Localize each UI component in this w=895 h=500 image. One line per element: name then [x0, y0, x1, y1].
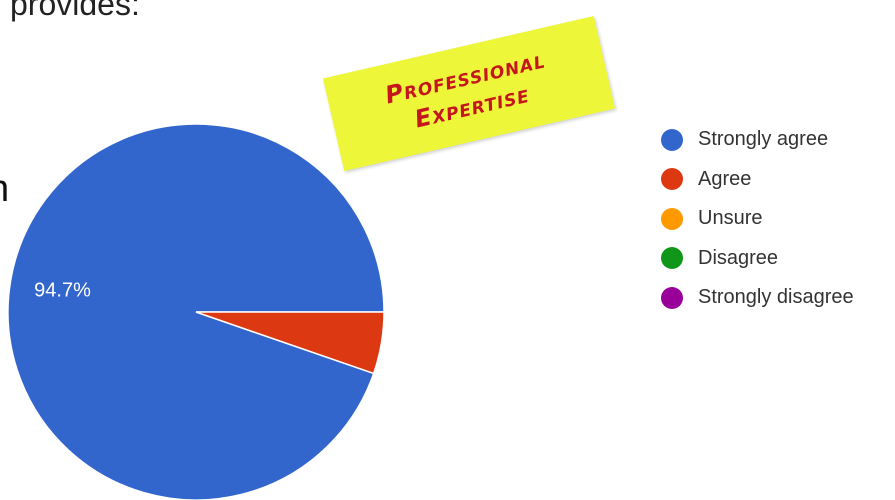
pie-slice	[195, 311, 385, 375]
legend-label: Strongly disagree	[698, 286, 854, 309]
pie-slices	[7, 123, 385, 500]
cut-text-glyph: n	[0, 170, 14, 208]
legend-swatch	[661, 128, 683, 151]
legend-item: Disagree	[661, 239, 895, 279]
legend-label: Unsure	[698, 207, 763, 230]
legend-item: Strongly disagree	[661, 278, 895, 318]
legend-swatch	[661, 207, 683, 230]
legend-item: Strongly agree	[661, 120, 895, 160]
legend-swatch	[661, 168, 683, 191]
legend-label: Disagree	[698, 246, 779, 269]
legend-swatch	[661, 247, 683, 270]
legend-label: Strongly agree	[698, 128, 829, 151]
question-text-fragment: provides:	[10, 0, 140, 22]
pie-data-label: 94.7%	[34, 280, 91, 302]
legend-item: Unsure	[661, 199, 895, 239]
chart-legend: Strongly agree Agree Unsure Disagree Strongl…	[661, 120, 895, 318]
legend-item: Agree	[661, 160, 895, 200]
pie-data-labels: 94.7%	[34, 280, 91, 302]
legend-swatch	[661, 286, 683, 309]
legend-label: Agree	[698, 167, 752, 190]
